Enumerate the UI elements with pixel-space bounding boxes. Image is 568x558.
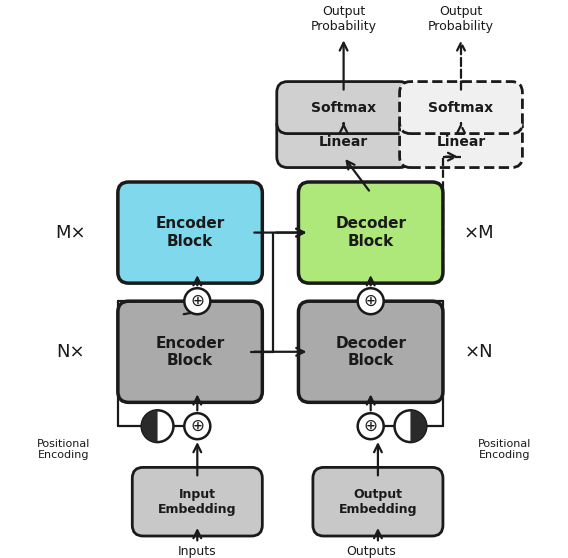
Text: ×M: ×M xyxy=(463,224,494,242)
Text: Output
Probability: Output Probability xyxy=(428,6,494,33)
FancyBboxPatch shape xyxy=(313,468,443,536)
Text: Linear: Linear xyxy=(319,134,368,148)
Polygon shape xyxy=(411,410,427,442)
Circle shape xyxy=(395,410,427,442)
FancyBboxPatch shape xyxy=(400,116,523,167)
Text: Outputs: Outputs xyxy=(346,545,395,558)
Circle shape xyxy=(184,288,210,314)
Text: Positional
Encoding: Positional Encoding xyxy=(37,439,90,460)
Text: Decoder
Block: Decoder Block xyxy=(335,217,406,249)
Text: N×: N× xyxy=(57,343,85,361)
Text: $\oplus$: $\oplus$ xyxy=(190,292,204,310)
FancyBboxPatch shape xyxy=(277,81,411,133)
Text: Softmax: Softmax xyxy=(428,100,494,114)
FancyBboxPatch shape xyxy=(298,182,443,283)
Text: Input
Embedding: Input Embedding xyxy=(158,488,236,516)
Circle shape xyxy=(141,410,173,442)
Text: Encoder
Block: Encoder Block xyxy=(156,217,225,249)
FancyBboxPatch shape xyxy=(277,116,411,167)
Text: Inputs: Inputs xyxy=(178,545,216,558)
Text: $\oplus$: $\oplus$ xyxy=(364,417,378,435)
Text: M×: M× xyxy=(56,224,86,242)
Text: Positional
Encoding: Positional Encoding xyxy=(478,439,531,460)
Text: Decoder
Block: Decoder Block xyxy=(335,335,406,368)
Circle shape xyxy=(358,413,384,439)
FancyBboxPatch shape xyxy=(132,468,262,536)
FancyBboxPatch shape xyxy=(400,81,523,133)
Polygon shape xyxy=(141,410,157,442)
FancyBboxPatch shape xyxy=(298,301,443,402)
FancyBboxPatch shape xyxy=(118,301,262,402)
Text: Output
Probability: Output Probability xyxy=(311,6,377,33)
Text: Linear: Linear xyxy=(436,134,486,148)
Circle shape xyxy=(358,288,384,314)
Text: Encoder
Block: Encoder Block xyxy=(156,335,225,368)
Text: $\oplus$: $\oplus$ xyxy=(364,292,378,310)
Text: Softmax: Softmax xyxy=(311,100,376,114)
Text: Output
Embedding: Output Embedding xyxy=(339,488,417,516)
Text: ×N: ×N xyxy=(465,343,494,361)
FancyBboxPatch shape xyxy=(118,182,262,283)
Text: $\oplus$: $\oplus$ xyxy=(190,417,204,435)
Circle shape xyxy=(184,413,210,439)
